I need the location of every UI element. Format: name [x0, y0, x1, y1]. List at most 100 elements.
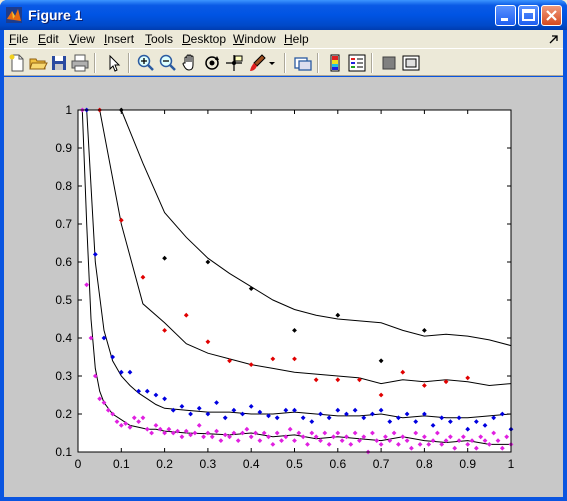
menu-window[interactable]: Window [233, 32, 276, 46]
data-point-s2-37 [404, 411, 410, 417]
maximize-button[interactable] [518, 5, 539, 26]
data-point-s1-2 [140, 274, 146, 280]
data-point-s3-18 [157, 426, 163, 432]
brush-icon[interactable] [248, 53, 268, 73]
print-icon[interactable] [70, 53, 90, 73]
data-point-s3-73 [396, 442, 401, 447]
new-figure-icon[interactable] [7, 53, 27, 73]
x-tick-label-7: 0.7 [373, 457, 390, 471]
x-tick-label-2: 0.2 [156, 457, 173, 471]
data-point-s3-3 [92, 373, 98, 379]
data-point-s3-74 [400, 434, 406, 440]
y-tick-label-7: 0.8 [55, 179, 72, 193]
data-point-s2-12 [188, 411, 193, 417]
data-point-s3-92 [478, 434, 484, 440]
data-point-s2-2 [101, 335, 107, 341]
minimize-button[interactable] [495, 5, 516, 26]
rotate-3d-icon[interactable] [202, 53, 222, 73]
data-point-s3-90 [469, 438, 475, 443]
data-point-s2-5 [127, 369, 133, 375]
data-point-s3-39 [248, 434, 254, 440]
y-tick-label-4: 0.5 [55, 293, 72, 307]
data-cursor-icon[interactable] [224, 53, 244, 73]
menu-view[interactable]: View [69, 32, 95, 46]
x-tick-label-1: 0.1 [113, 457, 130, 471]
close-icon [546, 10, 557, 21]
data-point-s2-46 [482, 423, 488, 428]
x-tick-label-6: 0.6 [329, 457, 346, 471]
data-point-s3-75 [404, 438, 410, 443]
data-point-s3-10 [123, 421, 129, 426]
data-point-s2-16 [222, 415, 228, 421]
hide-plot-tools-icon[interactable] [379, 53, 399, 73]
data-point-s3-87 [456, 438, 462, 443]
data-point-s3-57 [326, 442, 332, 447]
data-point-s2-36 [396, 415, 401, 421]
data-point-s2-28 [326, 415, 332, 421]
menu-help[interactable]: Help [284, 32, 309, 46]
points-layer [79, 107, 514, 455]
data-point-s3-9 [118, 423, 124, 428]
data-point-s3-20 [166, 426, 172, 432]
scatter-plot[interactable]: 0 0.1 0.2 0.3 0.4 0.5 0.6 0.7 0.8 0.9 10.10.20.30.… [4, 77, 563, 497]
data-point-s3-59 [335, 430, 341, 436]
data-point-s2-31 [352, 407, 358, 413]
data-point-s2-10 [170, 407, 176, 413]
data-point-s1-13 [378, 392, 384, 398]
data-point-s2-7 [144, 388, 150, 394]
data-point-s3-79 [422, 434, 427, 440]
data-point-s0-6 [378, 358, 384, 364]
data-point-s2-6 [136, 388, 142, 394]
show-plot-tools-icon[interactable] [401, 53, 421, 73]
menu-bar: File Edit View Insert Tools Desktop Wind… [4, 30, 563, 48]
zoom-in-icon[interactable] [136, 53, 156, 73]
data-point-s3-45 [274, 430, 280, 436]
data-point-s3-76 [409, 445, 414, 451]
dock-arrow-icon[interactable] [549, 34, 559, 44]
y-tick-label-0: 0.1 [55, 445, 72, 459]
ticks-layer: 0 0.1 0.2 0.3 0.4 0.5 0.6 0.7 0.8 0.9 10.10.20.30.… [55, 103, 514, 471]
menu-edit[interactable]: Edit [38, 32, 59, 46]
select-arrow-icon[interactable] [104, 53, 124, 73]
data-point-s3-46 [279, 438, 284, 443]
data-point-s3-38 [244, 426, 250, 432]
data-point-s3-82 [434, 430, 440, 436]
data-point-s2-22 [274, 415, 280, 421]
figure-canvas[interactable]: 0 0.1 0.2 0.3 0.4 0.5 0.6 0.7 0.8 0.9 1 0.1 0.2 0.3 0.… [4, 77, 563, 497]
toolbar-separator [371, 53, 373, 73]
brush-dropdown-icon[interactable] [267, 53, 277, 73]
pan-hand-icon[interactable] [180, 53, 200, 73]
zoom-out-icon[interactable] [158, 53, 178, 73]
close-button[interactable] [541, 5, 562, 26]
data-point-s3-96 [495, 438, 501, 443]
curve-line-0 [120, 109, 512, 347]
data-point-s1-12 [357, 377, 362, 383]
data-point-s3-70 [383, 434, 388, 440]
data-point-s3-12 [131, 415, 137, 421]
data-point-s3-62 [348, 442, 354, 447]
data-point-s3-71 [387, 438, 393, 443]
legend-icon[interactable] [347, 53, 367, 73]
menu-desktop[interactable]: Desktop [182, 32, 227, 46]
data-point-s3-64 [357, 438, 362, 443]
menu-tools[interactable]: Tools [145, 32, 174, 46]
menu-file[interactable]: File [9, 32, 29, 46]
toolbar-separator [317, 53, 319, 73]
colorbar-icon[interactable] [325, 53, 345, 73]
data-point-s1-1 [118, 217, 124, 223]
data-point-s3-21 [170, 430, 176, 436]
link-plot-icon[interactable] [293, 53, 313, 73]
data-point-s1-3 [162, 328, 167, 333]
title-bar[interactable]: Figure 1 [0, 0, 567, 30]
menu-insert[interactable]: Insert [104, 32, 135, 46]
data-point-s3-34 [227, 434, 232, 440]
data-point-s3-31 [214, 428, 219, 434]
data-point-s3-27 [196, 423, 202, 428]
data-point-s3-68 [374, 438, 380, 443]
data-point-s0-5 [335, 312, 341, 318]
data-point-s3-93 [482, 438, 488, 443]
axes-background[interactable] [78, 110, 511, 452]
data-point-s3-88 [460, 434, 466, 440]
save-icon[interactable] [49, 53, 69, 73]
open-file-icon[interactable] [28, 53, 48, 73]
